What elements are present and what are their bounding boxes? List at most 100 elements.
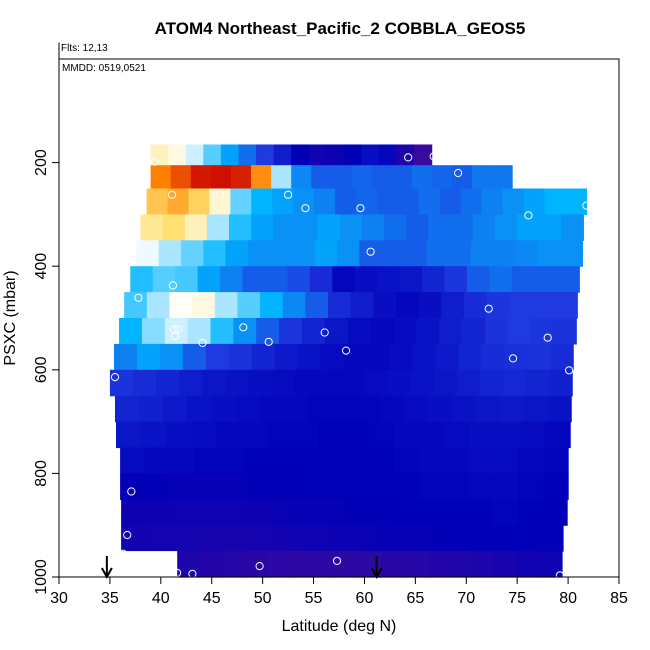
heatmap-cell [319, 473, 345, 500]
heatmap-cell [458, 343, 482, 371]
heatmap-cell [291, 165, 312, 190]
heatmap-cell [443, 421, 470, 449]
observation-marker [565, 366, 574, 375]
heatmap-cell [163, 395, 188, 423]
heatmap-cell [119, 318, 143, 345]
heatmap-cell [479, 369, 504, 397]
heatmap-cell [158, 240, 182, 267]
heatmap-cell [460, 188, 483, 215]
heatmap-cell [139, 395, 164, 423]
heatmap-cell [471, 165, 493, 190]
heatmap-cell [130, 266, 154, 293]
heatmap-cell [343, 343, 368, 371]
observation-marker [127, 487, 136, 496]
heatmap-cell [317, 369, 342, 397]
heatmap-cell [463, 292, 488, 319]
heatmap-cell [416, 318, 440, 345]
heatmap-cell [301, 318, 326, 345]
heatmap-cell [251, 214, 274, 241]
heatmap-cell [403, 395, 428, 423]
observation-marker [356, 204, 365, 213]
heatmap-cell [309, 266, 333, 293]
heatmap-cell [210, 318, 234, 345]
heatmap-cell [191, 421, 218, 449]
heatmap-cell [156, 369, 180, 397]
heatmap-cell [242, 421, 268, 449]
heatmap-cell [377, 266, 401, 293]
heatmap-cell [211, 395, 236, 423]
y-axis-label: PSXC (mbar) [2, 270, 19, 365]
heatmap-cell [381, 525, 408, 552]
heatmap-cell [547, 395, 572, 423]
x-tick-label: 45 [203, 590, 221, 607]
heatmap-cell [561, 214, 584, 241]
observation-marker [524, 211, 533, 220]
heatmap-cell [344, 499, 370, 526]
heatmap-cell [120, 473, 146, 500]
heatmap-cell [361, 214, 385, 241]
heatmap-cell [560, 240, 583, 267]
observation-marker [239, 323, 248, 332]
heatmap-cell [185, 144, 204, 166]
heatmap-cell [179, 369, 203, 397]
heatmap-cell [273, 214, 297, 241]
heatmap-cell [283, 395, 308, 423]
x-axis-label: Latitude (deg N) [282, 618, 397, 635]
heatmap-cell [368, 447, 395, 474]
y-tick-label: 1000 [33, 559, 50, 595]
heatmap-cell [205, 343, 230, 371]
heatmap-cell [350, 292, 374, 319]
heatmap-cell [393, 473, 420, 500]
heatmap-cell [274, 343, 299, 371]
heatmap-cell [467, 499, 494, 526]
heatmap-cell [391, 165, 413, 190]
heatmap-cell [393, 421, 420, 449]
heatmap-cell [319, 499, 345, 526]
heatmap-cell [376, 188, 399, 215]
heatmap-cell [389, 343, 414, 371]
heatmap-cell [450, 214, 474, 241]
missing-data-region [103, 551, 178, 577]
heatmap-cell [271, 165, 292, 190]
heatmap-cell [364, 369, 388, 397]
heatmap-cell [220, 499, 246, 526]
heatmap-cell [220, 266, 244, 293]
heatmap-cell [481, 188, 504, 215]
heatmap-cell [544, 421, 571, 449]
heatmap-cell [428, 214, 452, 241]
chart-title: ATOM4 Northeast_Pacific_2 COBBLA_GEOS5 [155, 19, 526, 38]
heatmap-cell [225, 525, 252, 552]
heatmap-cell [393, 318, 417, 345]
heatmap-cell [199, 551, 223, 578]
heatmap-cell [553, 318, 577, 345]
heatmap-cell [439, 318, 463, 345]
observation-marker [342, 346, 351, 355]
heatmap-cell [294, 473, 320, 500]
heatmap-cell [543, 473, 569, 500]
heatmap-cell [418, 499, 444, 526]
heatmap-cell [248, 369, 273, 397]
observation-marker [168, 281, 178, 290]
heatmap-cell [468, 473, 495, 500]
heatmap-cell [371, 165, 393, 190]
heatmap-cell [251, 343, 276, 371]
heatmap-cell [150, 144, 169, 166]
heatmap-cell [145, 499, 172, 526]
heatmap-cell [467, 266, 491, 293]
heatmap-cell [150, 165, 172, 190]
heatmap-cell [470, 240, 494, 267]
heatmap-cell [525, 369, 550, 397]
heatmap-cell [539, 214, 562, 241]
heatmap-cell [170, 165, 192, 190]
heatmap-cell [294, 447, 320, 474]
heatmap-cell [519, 421, 546, 449]
heatmap-cell [494, 421, 521, 449]
heatmap-cell [308, 144, 327, 166]
heatmap-cell [202, 369, 227, 397]
heatmap-cell [312, 551, 337, 578]
heatmap-cell [511, 525, 538, 552]
heatmap-cell [292, 421, 319, 449]
heatmap-cell [235, 395, 260, 423]
heatmap-cell [493, 447, 519, 474]
heatmap-cell [328, 292, 352, 319]
